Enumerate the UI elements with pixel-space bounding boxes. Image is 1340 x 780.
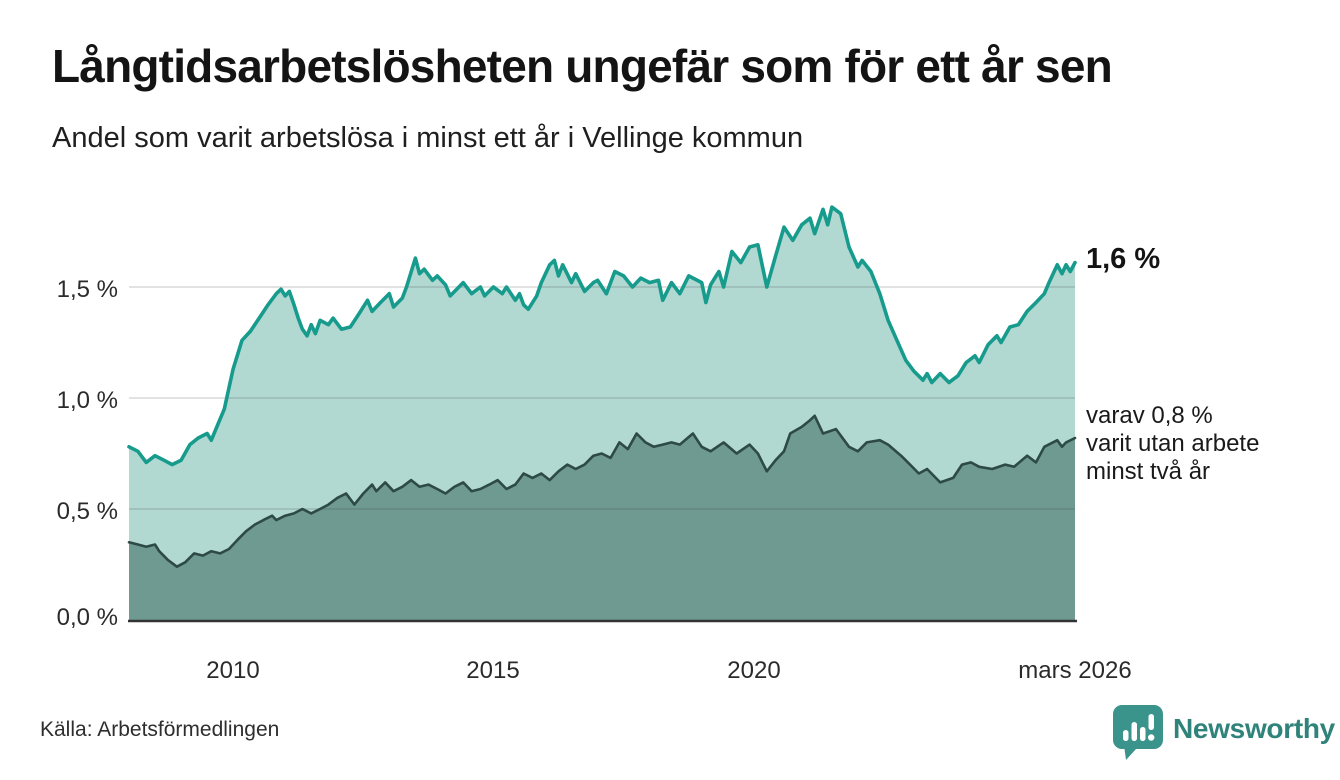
x-tick-2015: 2015: [466, 657, 520, 684]
x-tick-2020: 2020: [727, 657, 781, 684]
end-note-line-3: minst två år: [1086, 458, 1211, 485]
end-note-line-1: varav 0,8 %: [1086, 402, 1213, 429]
y-tick-1-5: 1,5 %: [56, 276, 118, 303]
end-note-line-2: varit utan arbete: [1086, 430, 1260, 457]
source-attribution: Källa: Arbetsförmedlingen: [40, 718, 280, 741]
y-tick-1-0: 1,0 %: [56, 387, 118, 414]
newsworthy-icon: [1113, 705, 1163, 760]
x-tick-2010: 2010: [206, 657, 260, 684]
y-tick-0-5: 0,5 %: [56, 498, 118, 525]
chart-title: Långtidsarbetslösheten ungefär som för e…: [52, 40, 1113, 92]
chart-subtitle: Andel som varit arbetslösa i minst ett å…: [52, 122, 804, 154]
series-end-value-label: 1,6 %: [1086, 243, 1161, 275]
newsworthy-logo: Newsworthy: [1112, 704, 1335, 760]
newsworthy-wordmark: Newsworthy: [1173, 713, 1335, 744]
series-end-note: varav 0,8 % varit utan arbete minst två …: [1086, 402, 1316, 486]
x-tick-mars-2026: mars 2026: [1018, 657, 1132, 684]
y-tick-0-0: 0,0 %: [56, 604, 118, 631]
